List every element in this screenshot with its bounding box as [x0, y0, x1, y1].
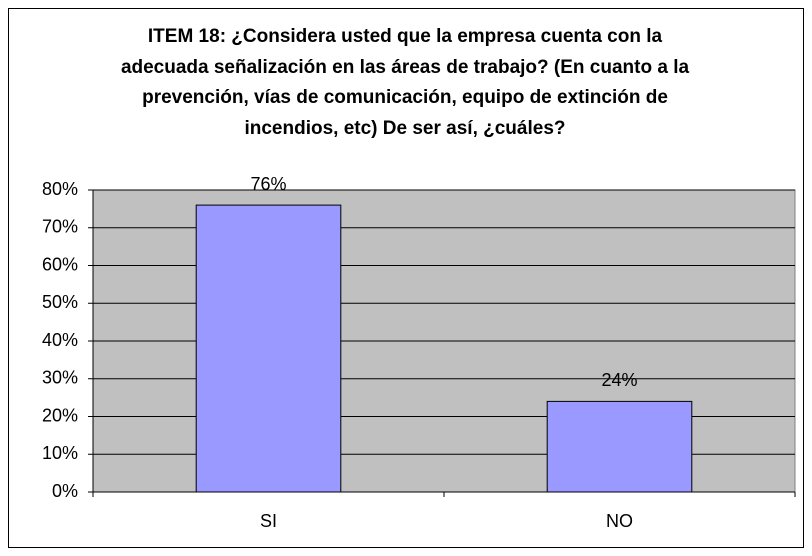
y-tick-label: 40% — [42, 330, 78, 350]
y-tick-label: 80% — [42, 179, 78, 199]
y-tick-label: 0% — [52, 481, 78, 501]
chart-title: ITEM 18: ¿Considera usted que la empresa… — [120, 26, 690, 139]
x-tick-label: SI — [260, 511, 277, 531]
y-tick-label: 30% — [42, 368, 78, 388]
y-tick-label: 20% — [42, 405, 78, 425]
y-tick-label: 70% — [42, 217, 78, 237]
value-label: 76% — [250, 174, 286, 194]
y-tick-label: 50% — [42, 292, 78, 312]
bar — [195, 204, 342, 493]
bar — [546, 400, 693, 493]
y-tick-label: 10% — [42, 443, 78, 463]
y-tick-label: 60% — [42, 254, 78, 274]
x-tick-label: NO — [606, 511, 633, 531]
value-label: 24% — [601, 370, 637, 390]
